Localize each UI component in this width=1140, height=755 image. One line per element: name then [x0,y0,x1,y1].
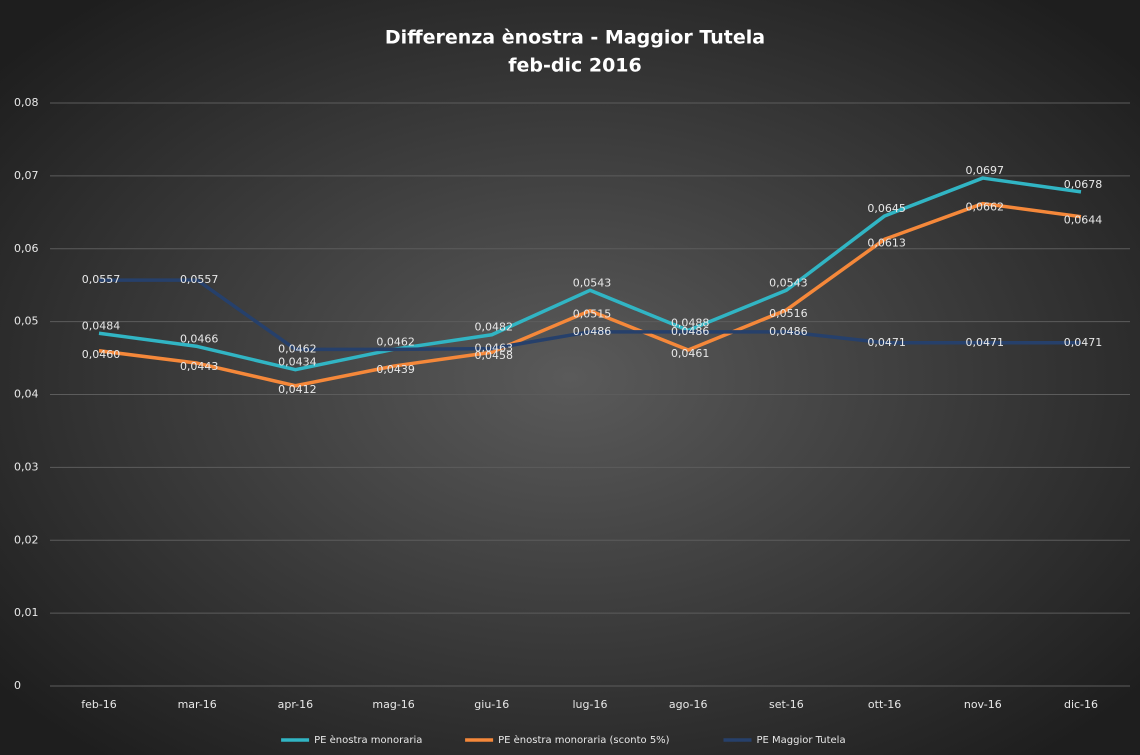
x-tick-label: mar-16 [178,698,217,711]
data-label: 0,0697 [966,164,1005,177]
data-label: 0,0662 [966,201,1005,214]
data-label: 0,0463 [475,342,514,355]
y-tick-label: 0,08 [14,96,39,109]
x-tick-label: set-16 [769,698,804,711]
data-label: 0,0412 [278,383,317,396]
data-label: 0,0543 [769,276,808,289]
legend-label: PE Maggior Tutela [757,735,846,746]
data-label: 0,0484 [82,319,121,332]
x-tick-label: ago-16 [669,698,708,711]
data-label: 0,0471 [1064,336,1103,349]
x-tick-label: apr-16 [278,698,314,711]
data-label: 0,0466 [180,332,219,345]
data-label: 0,0439 [376,363,415,376]
x-tick-label: feb-16 [81,698,117,711]
data-label: 0,0482 [475,321,514,334]
chart-subtitle: feb-dic 2016 [508,55,642,77]
y-tick-label: 0,05 [14,315,39,328]
line-series [99,278,1081,352]
y-tick-label: 0,02 [14,533,39,546]
data-label: 0,0516 [769,307,808,320]
data-label: 0,0458 [475,349,514,362]
data-label: 0,0471 [966,336,1005,349]
legend-label: PE ènostra monoraria (sconto 5%) [498,734,670,746]
data-label: 0,0645 [867,202,906,215]
data-label: 0,0486 [769,325,808,338]
data-label: 0,0486 [573,325,612,338]
data-label: 0,0486 [671,325,710,338]
x-tick-label: mag-16 [372,698,414,711]
y-tick-label: 0 [14,679,21,692]
x-tick-label: nov-16 [964,698,1002,711]
x-tick-label: giu-16 [474,698,509,711]
data-label: 0,0443 [180,360,219,373]
data-label: 0,0678 [1064,178,1103,191]
y-tick-label: 0,04 [14,388,39,401]
data-label: 0,0557 [82,273,121,286]
data-label: 0,0471 [867,336,906,349]
data-label: 0,0488 [671,316,710,329]
y-tick-label: 0,06 [14,242,39,255]
legend-label: PE ènostra monoraria [314,734,422,746]
data-label: 0,0515 [573,308,612,321]
data-label: 0,0434 [278,356,317,369]
data-label: 0,0644 [1064,214,1103,227]
data-label: 0,0461 [671,347,710,360]
data-label: 0,0462 [376,335,415,348]
x-tick-label: ott-16 [868,698,901,711]
line-series [98,176,1082,372]
data-label: 0,0557 [180,273,219,286]
x-tick-label: dic-16 [1064,698,1098,711]
x-tick-label: lug-16 [573,698,608,711]
line-series [98,201,1082,388]
data-label: 0,0543 [573,276,612,289]
data-label: 0,0460 [82,348,121,361]
y-tick-label: 0,01 [14,606,39,619]
chart-title: Differenza ènostra - Maggior Tutela [385,27,765,49]
y-tick-label: 0,07 [14,169,39,182]
data-label: 0,0613 [867,236,906,249]
y-tick-label: 0,03 [14,460,39,473]
data-label: 0,0462 [278,342,317,355]
